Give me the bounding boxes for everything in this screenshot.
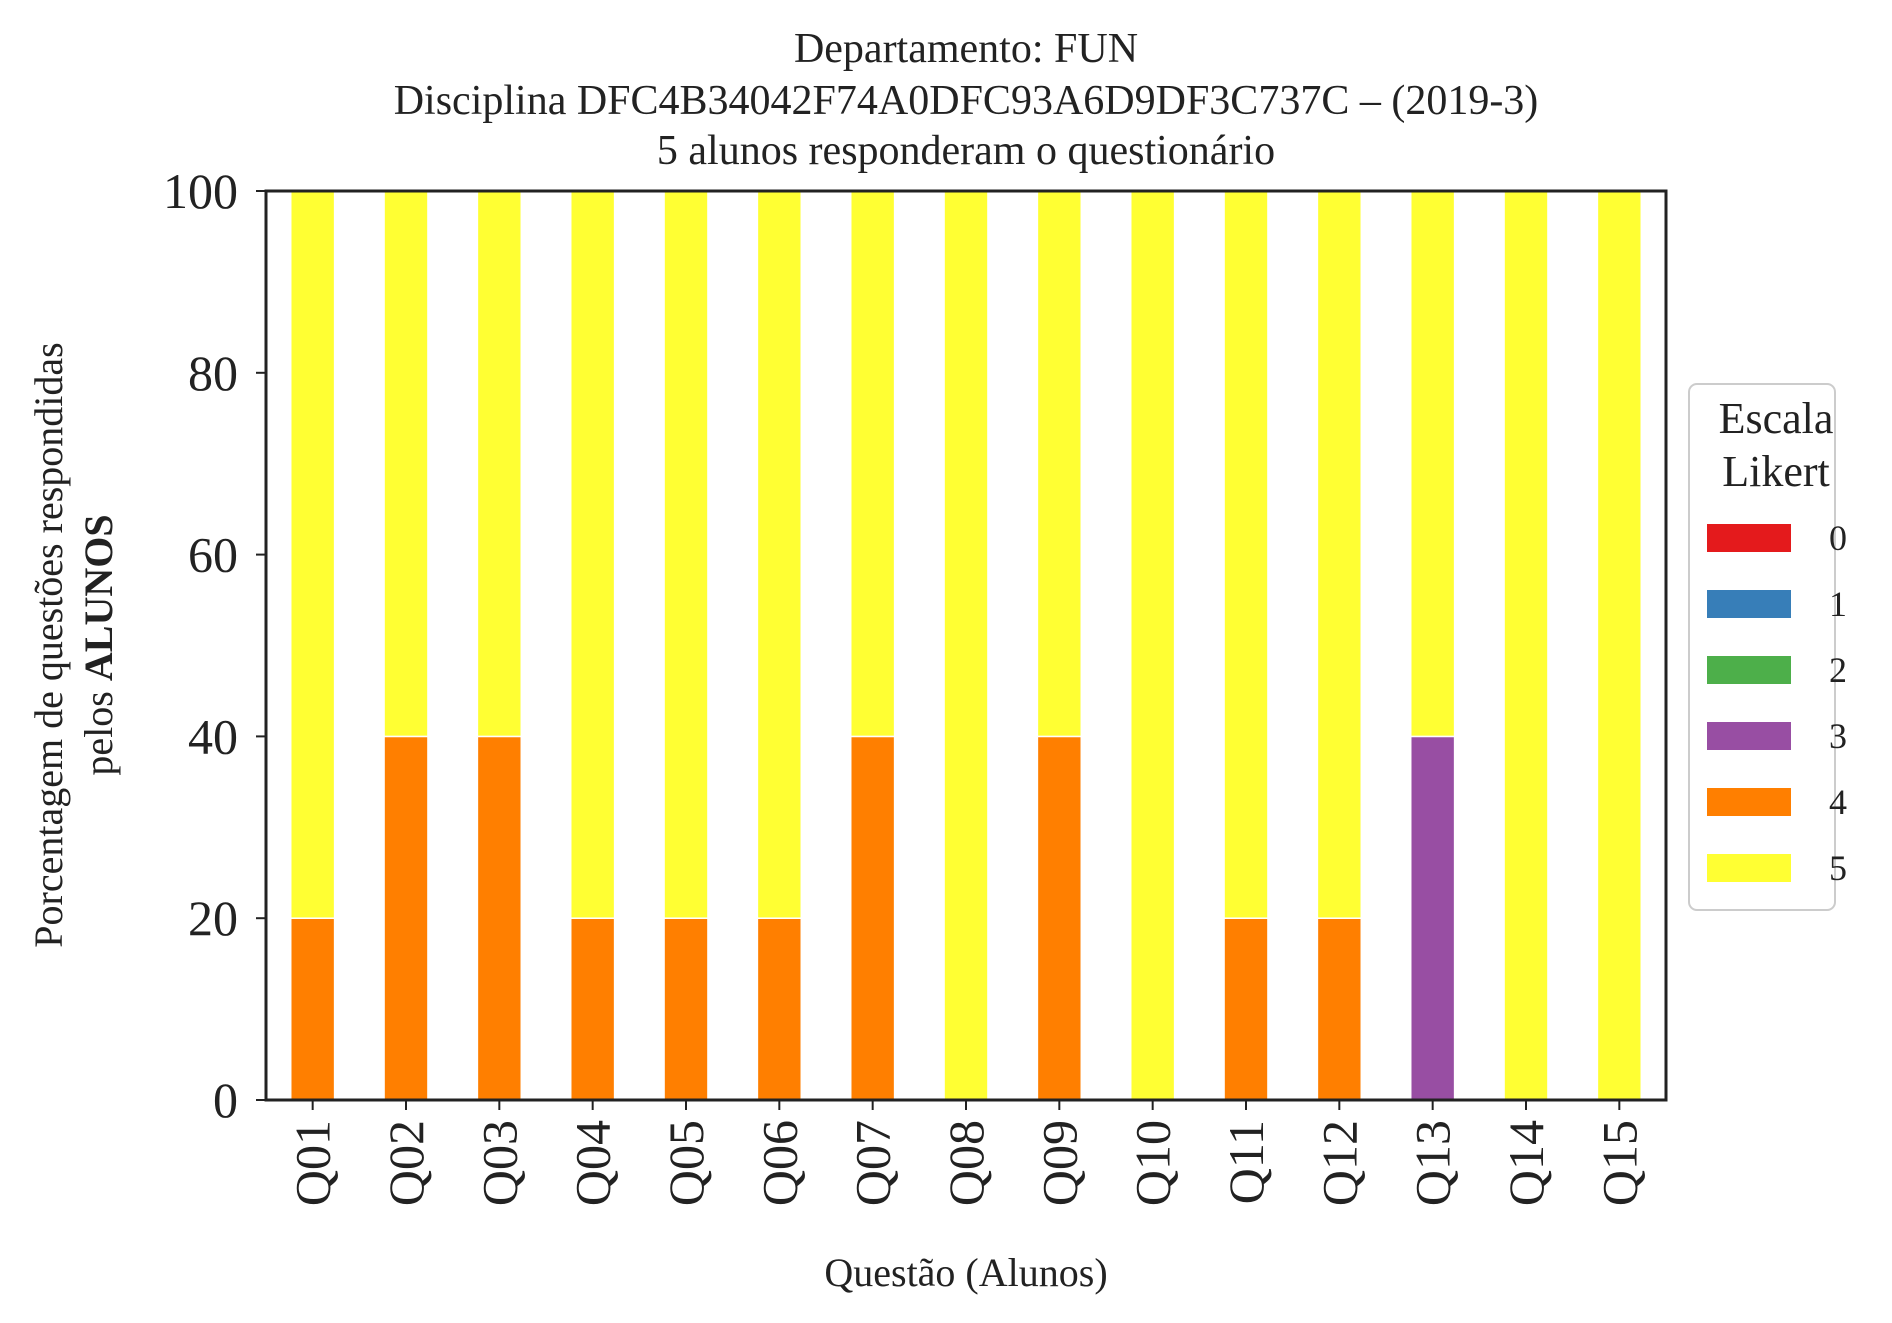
legend-swatch xyxy=(1707,656,1791,684)
y-tick-label: 0 xyxy=(213,1072,238,1128)
legend-swatch xyxy=(1707,788,1791,816)
x-tick-label: Q10 xyxy=(1125,1120,1181,1206)
bar-segment xyxy=(1129,190,1176,1101)
x-axis-label: Questão (Alunos) xyxy=(824,1250,1107,1295)
y-axis-label-bold: ALUNOS xyxy=(76,514,121,681)
chart-title-line: 5 alunos responderam o questionário xyxy=(657,128,1275,174)
chart-title-line: Departamento: FUN xyxy=(794,26,1138,72)
bar-segment xyxy=(1596,190,1643,1101)
bar-segment xyxy=(476,735,523,1101)
chart-title: Departamento: FUN Disciplina DFC4B34042F… xyxy=(394,26,1539,174)
legend-swatch xyxy=(1707,590,1791,618)
bar-segment xyxy=(476,190,523,738)
legend-swatch xyxy=(1707,524,1791,552)
bar-segment xyxy=(663,917,709,1101)
x-tick-label: Q15 xyxy=(1591,1120,1647,1206)
plot-frame xyxy=(264,189,1668,1102)
legend-swatch xyxy=(1707,722,1791,750)
bar-segment xyxy=(1036,190,1083,738)
y-axis-label-line2: pelos ALUNOS xyxy=(76,514,121,775)
x-tick-label: Q04 xyxy=(565,1120,621,1206)
x-tick-label: Q12 xyxy=(1311,1120,1367,1206)
bar-segment xyxy=(569,917,616,1101)
legend-label: 4 xyxy=(1829,782,1847,822)
bar-segment xyxy=(1316,190,1363,919)
bar-segment xyxy=(756,917,803,1101)
bar-segment xyxy=(756,190,803,919)
y-axis-label: Porcentagem de questões respondidas pelo… xyxy=(26,342,121,947)
x-tick-label: Q03 xyxy=(471,1120,527,1206)
bar-segment xyxy=(943,190,989,1101)
y-tick-label: 20 xyxy=(188,890,238,946)
bar-segment xyxy=(1223,190,1269,919)
x-tick-label: Q07 xyxy=(845,1120,901,1206)
bar-segment xyxy=(849,735,896,1101)
x-tick-label: Q09 xyxy=(1031,1120,1087,1206)
x-tick-label: Q13 xyxy=(1405,1120,1461,1206)
bar-segment xyxy=(849,190,896,738)
x-tick-label: Q14 xyxy=(1498,1120,1554,1206)
bar-segment xyxy=(1316,917,1363,1101)
bar-segment xyxy=(1409,735,1456,1101)
x-axis-ticks: Q01 Q02 Q03 Q04 Q05 Q06 Q07 Q08 Q09 Q10 Q11 Q12 Q13 Q… xyxy=(285,1100,1647,1206)
y-axis-label-prefix: pelos xyxy=(76,681,121,775)
legend-label: 0 xyxy=(1829,518,1847,558)
x-tick-label: Q02 xyxy=(378,1120,434,1206)
legend-title-line: Escala xyxy=(1719,394,1834,443)
x-tick-label: Q05 xyxy=(658,1120,714,1206)
legend-label: 1 xyxy=(1829,584,1847,624)
bar-segment xyxy=(383,190,429,738)
bar-segment xyxy=(1223,917,1269,1101)
legend-swatch xyxy=(1707,854,1791,882)
bar-segment xyxy=(1409,190,1456,738)
bar-segment xyxy=(569,190,616,919)
bar-segment xyxy=(289,190,336,919)
y-axis-label-line1: Porcentagem de questões respondidas xyxy=(26,342,71,947)
legend-items: 0 1 2 3 4 5 xyxy=(1707,518,1847,888)
y-tick-label: 80 xyxy=(188,345,238,401)
bar-segment xyxy=(663,190,709,919)
legend-frame xyxy=(1688,383,1836,911)
x-tick-label: Q06 xyxy=(751,1120,807,1206)
legend: Escala Likert 0 1 2 3 4 5 xyxy=(1688,383,1847,911)
y-tick-label: 40 xyxy=(188,708,238,764)
legend-label: 3 xyxy=(1829,716,1847,756)
x-tick-label: Q11 xyxy=(1218,1120,1274,1204)
x-tick-label: Q08 xyxy=(938,1120,994,1206)
bar-segment xyxy=(1036,735,1083,1101)
legend-label: 2 xyxy=(1829,650,1847,690)
bar-segment xyxy=(289,917,336,1101)
chart-title-line: Disciplina DFC4B34042F74A0DFC93A6D9DF3C7… xyxy=(394,78,1539,124)
legend-label: 5 xyxy=(1829,848,1847,888)
x-tick-label: Q01 xyxy=(285,1120,341,1206)
bar-segment xyxy=(1503,190,1549,1101)
y-tick-label: 100 xyxy=(163,163,238,219)
plot-area xyxy=(289,190,1643,1101)
bar-segment xyxy=(383,735,429,1101)
y-axis-ticks: 0 20 40 60 80 100 xyxy=(163,163,266,1128)
y-tick-label: 60 xyxy=(188,527,238,583)
legend-title-line: Likert xyxy=(1722,447,1830,496)
